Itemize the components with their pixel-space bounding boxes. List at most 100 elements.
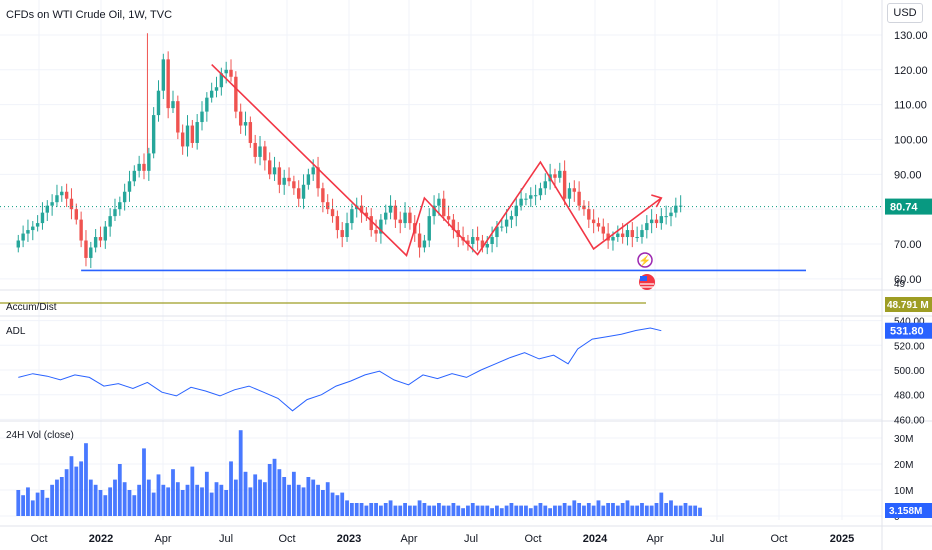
volume-bar (320, 490, 325, 516)
volume-bar (296, 484, 301, 516)
volume-bar (383, 503, 388, 516)
volume-bar (195, 484, 200, 516)
candle-body (31, 226, 35, 231)
candle-body (176, 101, 180, 133)
adl-badge (885, 322, 932, 339)
volume-bar (233, 479, 238, 516)
volume-bar (69, 456, 74, 516)
candle-body (35, 223, 40, 227)
volume-bar (432, 505, 436, 516)
candle-body (277, 167, 282, 185)
candle-body (330, 209, 335, 217)
volume-bar (282, 477, 287, 516)
candle-body (103, 226, 108, 241)
volume-bar (562, 503, 567, 516)
candle-body (417, 233, 422, 248)
candle-body (282, 177, 286, 185)
price-axis-tick: 60.00 (894, 274, 922, 286)
candle-body (649, 219, 654, 224)
volume-bar (606, 503, 611, 516)
volume-bar (359, 503, 364, 516)
candle-body (451, 219, 456, 231)
volume-axis-tick: 30M (894, 434, 913, 445)
candle-body (195, 122, 199, 143)
volume-bar (103, 495, 108, 516)
candle-body (151, 115, 156, 154)
volume-bar (466, 505, 470, 516)
volume-bar (649, 505, 654, 516)
volume-bar (253, 474, 258, 516)
volume-bar (55, 479, 59, 516)
time-axis-tick: Jul (464, 533, 478, 545)
volume-bar (88, 479, 93, 516)
candle-body (26, 230, 30, 234)
volume-bar (369, 503, 374, 516)
candle-body (326, 202, 330, 210)
candle-body (50, 202, 54, 206)
candle-body (55, 195, 59, 203)
lightning-icon (637, 252, 653, 268)
currency-selector[interactable]: USD (887, 3, 923, 23)
volume-bar (693, 505, 698, 516)
time-axis-tick: Oct (278, 533, 295, 545)
trend-line (211, 64, 662, 257)
volume-bar (640, 503, 644, 516)
candle-body (466, 240, 470, 244)
volume-bar (499, 508, 504, 516)
volume-bar (50, 484, 55, 516)
volume-bar (364, 505, 369, 516)
volume-bar (291, 471, 296, 516)
adl-axis-tick: 520.00 (894, 341, 925, 352)
volume-bar (200, 487, 204, 516)
candle-body (674, 205, 678, 213)
candle-body (442, 198, 446, 217)
candle-body (437, 198, 441, 206)
volume-bar (93, 484, 98, 516)
candle-body (243, 122, 248, 126)
volume-bar (132, 495, 137, 516)
volume-bar (533, 505, 538, 516)
candle-body (558, 170, 562, 178)
candle-body (645, 223, 649, 231)
candle-body (306, 174, 311, 185)
volume-bar (325, 482, 330, 516)
candle-body (654, 219, 659, 224)
volume-bar (40, 490, 45, 516)
volume-bar (456, 505, 461, 516)
volume-bar (98, 490, 103, 516)
candle-body (64, 191, 69, 199)
accum-dist-value: 48.791 M (887, 300, 929, 311)
volume-bar (137, 484, 142, 516)
volume-bar (601, 505, 606, 516)
candle-body (127, 181, 132, 192)
candle-body (132, 170, 137, 182)
candle-body (267, 160, 272, 175)
volume-bar (214, 482, 219, 516)
candle-body (427, 216, 431, 241)
time-axis-tick: 2024 (583, 533, 608, 545)
time-axis-tick: Jul (710, 533, 724, 545)
candle-body (577, 191, 581, 206)
candle-body (630, 230, 635, 238)
volume-bar (16, 490, 21, 516)
candle-body (263, 146, 267, 161)
candle-body (292, 181, 296, 189)
volume-bar (698, 507, 702, 516)
volume-bar (30, 500, 35, 516)
candle-body (582, 205, 586, 210)
volume-bar (26, 487, 30, 516)
candle-body (335, 216, 340, 231)
volume-bar (615, 505, 620, 516)
time-axis-tick: Apr (646, 533, 663, 545)
candle-body (350, 209, 354, 224)
candle-body (625, 230, 630, 238)
candle-body (40, 212, 45, 224)
volume-bar (45, 497, 50, 516)
volume-bar (180, 490, 185, 516)
volume-bar (267, 464, 272, 516)
volume-bar (620, 503, 625, 516)
volume-bar (171, 469, 175, 516)
candle-body (591, 219, 596, 224)
volume-bar (495, 505, 499, 516)
